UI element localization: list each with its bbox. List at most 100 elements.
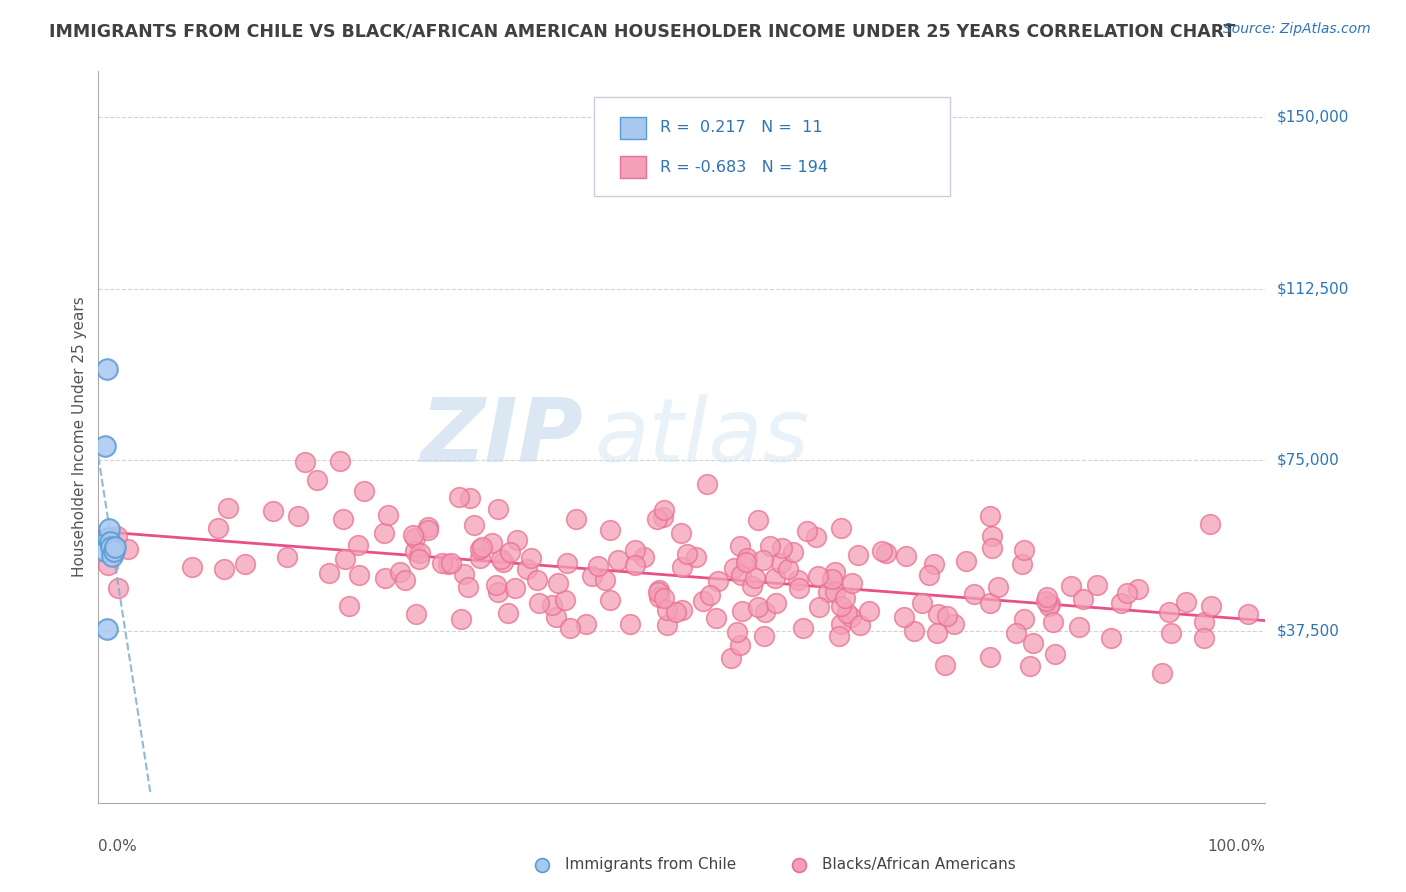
Point (498, 606, 520, 620)
Point (652, 591, 675, 605)
Point (581, 569, 603, 583)
Point (100, 540, 122, 554)
Point (565, 512, 588, 526)
Point (624, 558, 647, 572)
Point (481, 535, 503, 549)
Point (526, 573, 548, 587)
Point (217, 501, 239, 516)
Point (432, 556, 454, 570)
Point (647, 590, 669, 604)
Point (307, 473, 329, 487)
Point (486, 502, 509, 516)
Point (786, 573, 808, 587)
Point (607, 553, 630, 567)
Point (754, 605, 776, 619)
Point (830, 617, 852, 632)
Point (747, 513, 769, 527)
Point (520, 551, 543, 566)
Text: R =  0.217   N =  11: R = 0.217 N = 11 (661, 120, 823, 136)
Point (503, 581, 526, 595)
Point (903, 624, 925, 638)
Point (1199, 516, 1222, 531)
Point (893, 610, 915, 624)
Point (1159, 605, 1181, 619)
Point (955, 554, 977, 568)
Point (671, 603, 693, 617)
Point (792, 621, 814, 635)
Text: IMMIGRANTS FROM CHILE VS BLACK/AFRICAN AMERICAN HOUSEHOLDER INCOME UNDER 25 YEAR: IMMIGRANTS FROM CHILE VS BLACK/AFRICAN A… (49, 22, 1236, 40)
Point (337, 599, 360, 613)
Point (287, 508, 309, 523)
Point (751, 553, 773, 567)
Point (486, 584, 509, 599)
Point (652, 503, 675, 517)
Point (699, 588, 721, 602)
Point (94, 439, 117, 453)
Point (447, 491, 470, 505)
Point (492, 555, 515, 569)
Point (765, 596, 787, 610)
Point (787, 581, 810, 595)
Point (744, 571, 766, 585)
Point (704, 611, 727, 625)
Point (796, 524, 818, 538)
Point (692, 593, 714, 607)
Point (418, 524, 440, 538)
Point (318, 566, 340, 580)
Point (453, 566, 475, 581)
Point (104, 540, 127, 554)
Point (96, 361, 118, 376)
Point (657, 603, 679, 617)
Point (439, 556, 461, 570)
Point (347, 568, 370, 582)
Point (1087, 578, 1109, 592)
Y-axis label: Householder Income Under 25 years: Householder Income Under 25 years (72, 297, 87, 577)
Point (645, 512, 668, 526)
Point (725, 625, 748, 640)
Point (450, 612, 472, 626)
Point (728, 539, 751, 553)
Point (101, 549, 124, 563)
Point (735, 550, 758, 565)
Point (347, 538, 370, 552)
Point (804, 530, 827, 544)
Point (470, 541, 492, 556)
Point (491, 552, 513, 566)
Point (107, 581, 129, 595)
Text: Source: ZipAtlas.com: Source: ZipAtlas.com (1223, 22, 1371, 37)
Point (97, 558, 120, 572)
Point (530, 796, 553, 810)
Point (747, 600, 769, 615)
Point (1192, 631, 1215, 645)
Point (262, 504, 284, 518)
Point (770, 541, 793, 556)
Point (94, 544, 117, 558)
Point (651, 509, 673, 524)
Point (276, 550, 298, 565)
Point (1099, 631, 1122, 645)
Point (405, 543, 427, 558)
Point (685, 549, 707, 564)
Point (541, 599, 564, 613)
Point (924, 557, 946, 571)
Point (647, 585, 669, 599)
Point (437, 557, 460, 571)
Point (870, 544, 893, 558)
Point (776, 562, 799, 576)
Point (807, 569, 830, 583)
Text: $112,500: $112,500 (1277, 281, 1348, 296)
Point (830, 599, 852, 614)
Point (555, 557, 578, 571)
Point (858, 604, 880, 618)
Point (373, 526, 395, 541)
Point (353, 483, 375, 498)
Point (499, 545, 522, 559)
Text: Immigrants from Chile: Immigrants from Chile (565, 857, 737, 872)
Point (214, 562, 236, 576)
Point (752, 629, 775, 643)
Point (1012, 612, 1035, 626)
Point (329, 454, 352, 468)
Point (554, 592, 576, 607)
Point (458, 491, 481, 505)
Point (1038, 597, 1060, 611)
